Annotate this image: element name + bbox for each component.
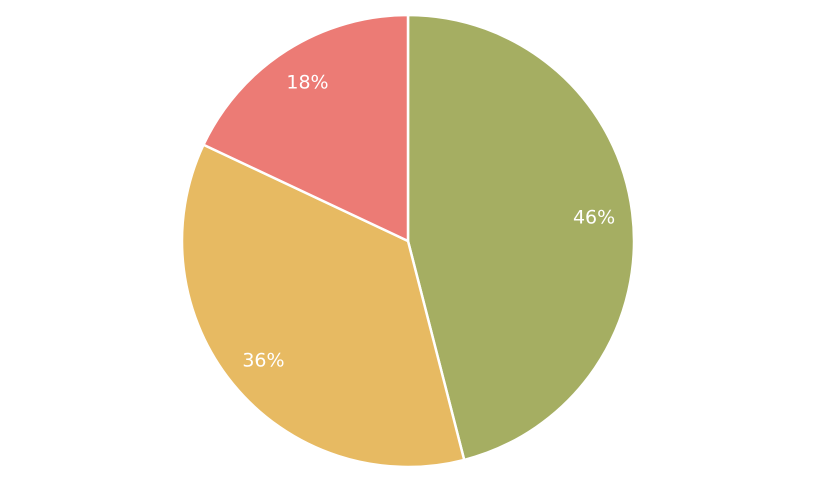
- slice-label: 18%: [286, 72, 328, 94]
- pie-slice: [406, 13, 636, 462]
- pie-slice: [180, 143, 466, 469]
- slice-label: 46%: [573, 206, 615, 228]
- slice-label: 36%: [242, 350, 284, 372]
- pie-slice: [202, 13, 410, 243]
